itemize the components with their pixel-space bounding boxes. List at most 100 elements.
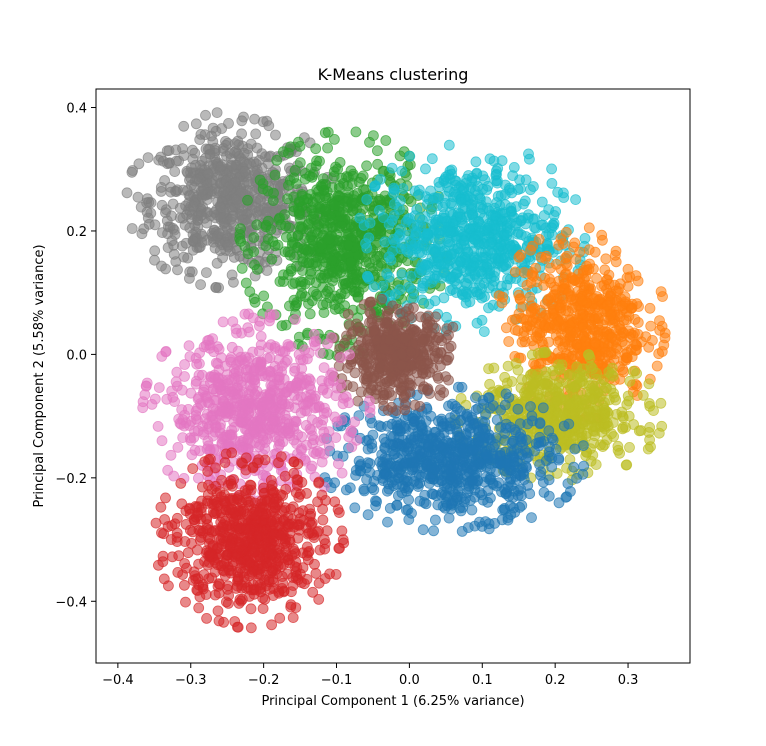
scatter-point bbox=[422, 438, 434, 450]
scatter-point bbox=[434, 384, 446, 396]
scatter-point bbox=[599, 264, 611, 276]
scatter-point bbox=[603, 278, 615, 290]
scatter-point bbox=[500, 322, 512, 334]
scatter-point bbox=[263, 120, 275, 132]
scatter-point bbox=[520, 434, 532, 446]
scatter-point bbox=[655, 286, 667, 298]
scatter-point bbox=[383, 375, 395, 387]
scatter-point bbox=[423, 298, 435, 310]
scatter-point bbox=[408, 415, 420, 427]
scatter-point bbox=[583, 244, 595, 256]
scatter-point bbox=[396, 238, 408, 250]
scatter-point bbox=[595, 439, 606, 451]
scatter-point bbox=[585, 319, 597, 331]
scatter-point bbox=[585, 360, 597, 372]
scatter-point bbox=[416, 336, 428, 348]
scatter-point bbox=[242, 149, 254, 161]
scatter-point bbox=[550, 206, 561, 217]
scatter-point bbox=[419, 211, 431, 223]
scatter-point bbox=[300, 257, 312, 269]
scatter-point bbox=[414, 246, 425, 258]
scatter-point bbox=[501, 230, 513, 241]
scatter-point bbox=[376, 293, 388, 305]
scatter-point bbox=[623, 395, 635, 407]
scatter-point bbox=[383, 271, 395, 283]
scatter-point bbox=[546, 177, 558, 189]
scatter-point bbox=[429, 247, 441, 259]
scatter-point bbox=[152, 420, 164, 432]
scatter-point bbox=[286, 380, 298, 392]
scatter-point bbox=[620, 421, 631, 433]
scatter-point bbox=[236, 128, 248, 140]
scatter-point bbox=[304, 308, 316, 320]
scatter-point bbox=[482, 496, 494, 508]
scatter-point bbox=[361, 160, 373, 172]
scatter-point bbox=[192, 221, 204, 233]
scatter-point bbox=[349, 367, 361, 379]
scatter-point bbox=[432, 193, 444, 204]
scatter-point bbox=[653, 427, 665, 439]
scatter-point bbox=[644, 421, 656, 433]
scatter-point bbox=[413, 188, 425, 200]
scatter-point bbox=[628, 365, 639, 377]
scatter-point bbox=[464, 265, 476, 277]
scatter-point bbox=[141, 206, 153, 218]
chart-title: K-Means clustering bbox=[318, 65, 469, 84]
scatter-point bbox=[330, 432, 342, 444]
scatter-point bbox=[438, 418, 450, 430]
scatter-point bbox=[262, 215, 274, 227]
scatter-point bbox=[420, 163, 431, 175]
scatter-point bbox=[396, 359, 407, 371]
scatter-point bbox=[218, 185, 230, 197]
scatter-point bbox=[571, 361, 583, 373]
scatter-point bbox=[560, 226, 572, 238]
scatter-point bbox=[417, 383, 429, 395]
scatter-point bbox=[195, 279, 207, 291]
cluster-2 bbox=[354, 139, 591, 338]
scatter-point bbox=[294, 196, 306, 208]
scatter-point bbox=[476, 268, 488, 280]
scatter-point bbox=[512, 490, 524, 501]
scatter-point bbox=[403, 281, 415, 293]
scatter-point bbox=[551, 396, 562, 408]
scatter-point bbox=[217, 316, 229, 328]
scatter-point bbox=[364, 402, 376, 414]
scatter-point bbox=[394, 229, 406, 240]
scatter-point bbox=[171, 184, 183, 196]
scatter-point bbox=[456, 464, 468, 476]
scatter-point bbox=[127, 165, 139, 176]
scatter-point bbox=[167, 198, 179, 210]
scatter-point bbox=[553, 376, 565, 388]
scatter-point bbox=[552, 186, 564, 198]
scatter-point bbox=[384, 334, 395, 346]
scatter-point bbox=[391, 499, 403, 511]
scatter-point bbox=[276, 320, 288, 332]
scatter-point bbox=[484, 220, 496, 232]
scatter-point bbox=[537, 379, 549, 390]
scatter-point bbox=[614, 447, 625, 459]
scatter-point bbox=[285, 265, 297, 277]
scatter-point bbox=[194, 134, 206, 146]
scatter-point bbox=[347, 381, 359, 393]
scatter-point bbox=[406, 507, 417, 519]
scatter-point bbox=[422, 310, 434, 322]
scatter-point bbox=[283, 179, 294, 191]
scatter-point bbox=[347, 326, 359, 337]
scatter-point bbox=[469, 234, 481, 246]
scatter-point bbox=[553, 497, 565, 509]
scatter-point bbox=[375, 195, 386, 207]
scatter-point bbox=[373, 204, 385, 216]
scatter-point bbox=[377, 475, 389, 487]
scatter-point bbox=[168, 248, 180, 260]
scatter-point bbox=[402, 483, 414, 495]
scatter-point bbox=[496, 514, 508, 526]
scatter-point bbox=[514, 293, 526, 305]
scatter-point bbox=[220, 135, 231, 147]
scatter-point bbox=[658, 339, 670, 351]
scatter-point bbox=[562, 478, 574, 490]
scatter-point bbox=[553, 454, 565, 466]
scatter-point bbox=[579, 279, 591, 291]
scatter-point bbox=[536, 196, 548, 208]
scatter-point bbox=[372, 158, 384, 170]
scatter-point bbox=[250, 128, 262, 140]
